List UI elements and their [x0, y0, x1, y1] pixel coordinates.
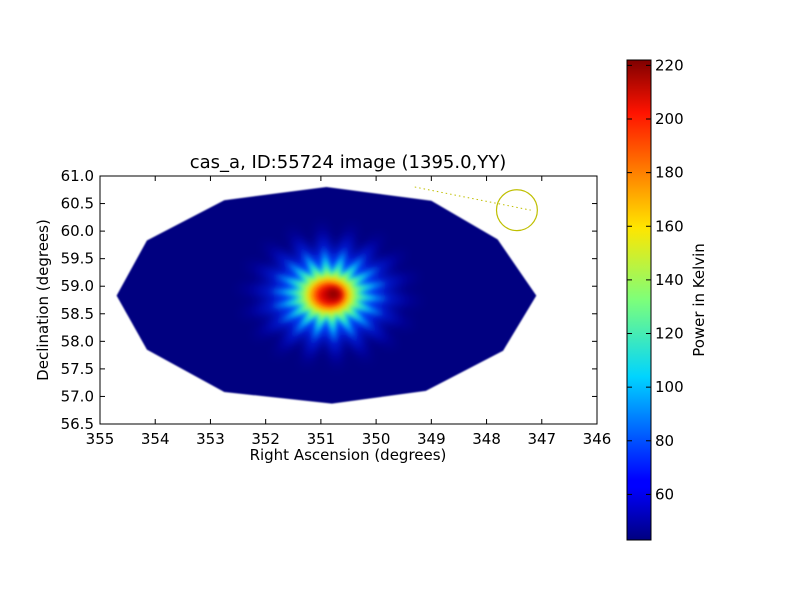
- colorbar-label: Power in Kelvin: [690, 243, 708, 357]
- y-tick-label: 57.5: [61, 360, 94, 378]
- x-axis: 355 354 353 352 351 350 349 348 347 346: [86, 176, 612, 448]
- colorbar-tick-label: 60: [655, 485, 674, 503]
- y-tick-label: 59.5: [61, 250, 94, 268]
- x-tick-label: 348: [472, 430, 501, 448]
- colorbar-tick-label: 160: [655, 217, 684, 235]
- beam-overlay: [414, 186, 538, 232]
- beam-line: [414, 186, 531, 211]
- x-tick-label: 346: [583, 430, 612, 448]
- y-tick-label: 57.0: [61, 387, 94, 405]
- colorbar-tick-label: 120: [655, 325, 684, 343]
- colorbar-tick-label: 200: [655, 110, 684, 128]
- chart-title: cas_a, ID:55724 image (1395.0,YY): [190, 152, 507, 173]
- colorbar: 60 80 100 120 140 160 180 200 220 Power in Kelvi…: [626, 56, 708, 541]
- y-tick-label: 60.0: [61, 222, 94, 240]
- x-tick-label: 347: [527, 430, 556, 448]
- y-tick-label: 60.5: [61, 195, 94, 213]
- x-tick-label: 354: [141, 430, 170, 448]
- x-tick-label: 352: [251, 430, 280, 448]
- y-tick-label: 59.0: [61, 277, 94, 295]
- x-tick-label: 349: [417, 430, 446, 448]
- colorbar-tick-label: 80: [655, 432, 674, 450]
- colorbar-tick-label: 100: [655, 378, 684, 396]
- colorbar-tick-label: 140: [655, 271, 684, 289]
- sky-image: [116, 187, 537, 404]
- colorbar-tick-label: 220: [655, 56, 684, 74]
- x-tick-label: 350: [362, 430, 391, 448]
- y-axis-label: Declination (degrees): [34, 219, 52, 381]
- y-tick-label: 61.0: [61, 167, 94, 185]
- y-tick-label: 58.0: [61, 332, 94, 350]
- y-tick-label: 56.5: [61, 415, 94, 433]
- x-axis-label: Right Ascension (degrees): [250, 446, 447, 464]
- colorbar-scale: [626, 59, 652, 541]
- colorbar-ticks: 60 80 100 120 140 160 180 200 220: [627, 56, 684, 503]
- x-tick-label: 355: [86, 430, 115, 448]
- x-tick-label: 353: [196, 430, 225, 448]
- plot-frame: [99, 175, 598, 425]
- source-emission: [234, 221, 424, 369]
- x-tick-label: 351: [307, 430, 336, 448]
- emission-core: [327, 289, 340, 300]
- y-tick-label: 58.5: [61, 305, 94, 323]
- colorbar-tick-label: 180: [655, 164, 684, 182]
- y-axis: 56.5 57.0 57.5 58.0 58.5 59.0 59.5 60.0 60.5 61.0: [61, 167, 597, 433]
- beam-circle: [495, 189, 538, 232]
